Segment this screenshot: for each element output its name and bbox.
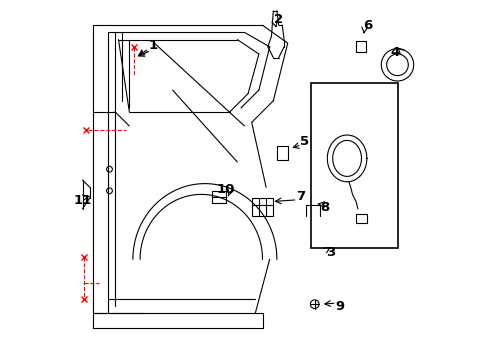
Text: 5: 5	[300, 135, 309, 148]
Bar	[355, 214, 366, 223]
Text: 11: 11	[73, 194, 91, 207]
Text: 1: 1	[148, 39, 157, 51]
Bar	[310, 83, 397, 248]
Text: 10: 10	[216, 183, 235, 196]
Text: 6: 6	[363, 19, 372, 32]
Text: 8: 8	[319, 201, 328, 214]
Bar	[212, 191, 226, 203]
Text: 4: 4	[389, 46, 399, 59]
Text: 3: 3	[325, 246, 335, 259]
Text: 2: 2	[274, 13, 283, 26]
Text: 7: 7	[296, 190, 305, 203]
Bar	[251, 198, 273, 216]
Text: 9: 9	[335, 300, 344, 313]
Bar	[355, 41, 366, 52]
Bar	[276, 146, 287, 160]
